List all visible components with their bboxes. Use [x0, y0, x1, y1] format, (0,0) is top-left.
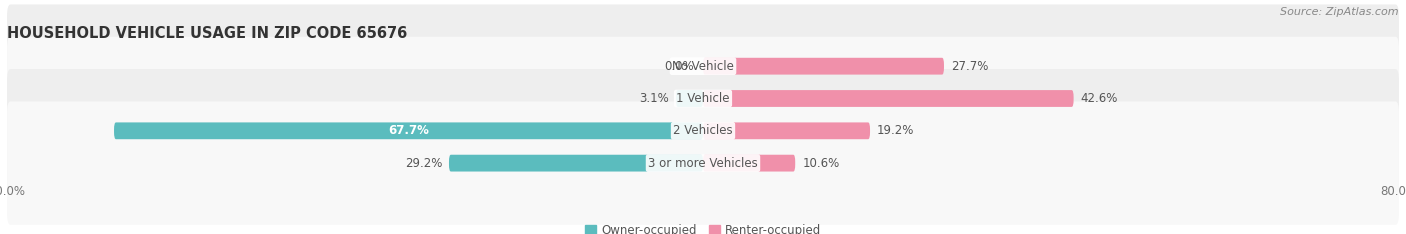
Text: 29.2%: 29.2% [405, 157, 441, 170]
FancyBboxPatch shape [114, 122, 703, 139]
FancyBboxPatch shape [703, 122, 870, 139]
FancyBboxPatch shape [703, 90, 1074, 107]
Text: 67.7%: 67.7% [388, 124, 429, 137]
Text: 27.7%: 27.7% [950, 60, 988, 73]
FancyBboxPatch shape [676, 90, 703, 107]
Text: 3.1%: 3.1% [640, 92, 669, 105]
Text: 0.0%: 0.0% [665, 60, 695, 73]
FancyBboxPatch shape [7, 101, 1399, 225]
Text: 1 Vehicle: 1 Vehicle [676, 92, 730, 105]
FancyBboxPatch shape [449, 155, 703, 172]
Text: HOUSEHOLD VEHICLE USAGE IN ZIP CODE 65676: HOUSEHOLD VEHICLE USAGE IN ZIP CODE 6567… [7, 26, 408, 41]
FancyBboxPatch shape [7, 69, 1399, 193]
Text: Source: ZipAtlas.com: Source: ZipAtlas.com [1281, 7, 1399, 17]
FancyBboxPatch shape [703, 155, 796, 172]
FancyBboxPatch shape [7, 37, 1399, 160]
Text: 2 Vehicles: 2 Vehicles [673, 124, 733, 137]
Legend: Owner-occupied, Renter-occupied: Owner-occupied, Renter-occupied [579, 219, 827, 234]
Text: No Vehicle: No Vehicle [672, 60, 734, 73]
FancyBboxPatch shape [7, 4, 1399, 128]
Text: 3 or more Vehicles: 3 or more Vehicles [648, 157, 758, 170]
Text: 10.6%: 10.6% [803, 157, 839, 170]
FancyBboxPatch shape [703, 58, 943, 75]
Text: 42.6%: 42.6% [1081, 92, 1118, 105]
Text: 19.2%: 19.2% [877, 124, 914, 137]
